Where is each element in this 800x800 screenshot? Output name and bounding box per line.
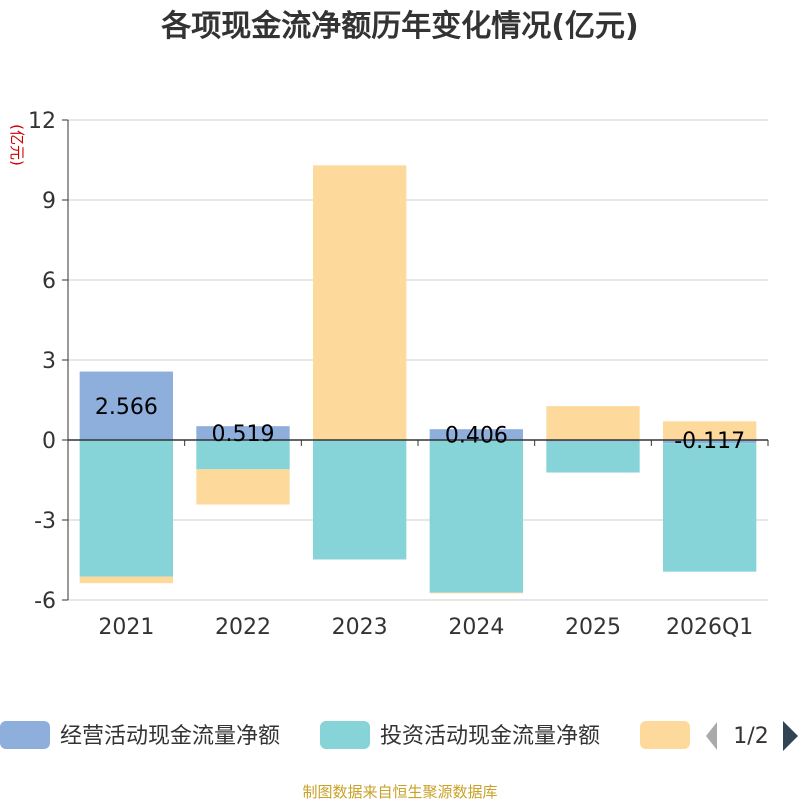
bar-2026Q1-series-2[interactable] <box>663 443 757 572</box>
bar-2026Q1-series-3[interactable] <box>663 421 757 440</box>
y-tick-labels: 12 9 6 3 0 -3 -6 <box>28 109 56 614</box>
legend-page-indicator: 1/2 <box>733 724 768 749</box>
legend-swatch[interactable] <box>640 721 690 749</box>
y-tick-label: 0 <box>42 429 56 454</box>
x-tick-label: 2024 <box>448 615 504 640</box>
bar-2021-series-3[interactable] <box>79 576 173 584</box>
legend: 经营活动现金流量净额 投资活动现金流量净额 <box>0 721 690 749</box>
bar-2022-series-2[interactable] <box>196 440 290 470</box>
bar-2024-series-1[interactable] <box>429 429 523 440</box>
y-tick-label: 9 <box>42 189 56 214</box>
bar-2021-series-1[interactable] <box>79 371 173 440</box>
legend-prev-page-icon[interactable] <box>706 722 717 750</box>
y-tick-label: 12 <box>28 109 56 134</box>
x-tick-label: 2025 <box>565 615 621 640</box>
legend-pager: 1/2 <box>706 721 798 751</box>
data-label: 0.519 <box>212 422 275 447</box>
y-axis-unit: (亿元) <box>8 124 26 166</box>
data-label: 2.566 <box>95 395 158 420</box>
bar-2026Q1-series-1[interactable] <box>663 440 757 444</box>
data-labels: 2.566 0.519 0.406 -0.117 <box>95 395 745 454</box>
bar-2025-series-1[interactable] <box>546 440 640 442</box>
chart-title: 各项现金流净额历年变化情况(亿元) <box>160 9 638 44</box>
bar-2022-series-1[interactable] <box>196 426 290 440</box>
source-note: 制图数据来自恒生聚源数据库 <box>302 783 497 800</box>
legend-next-page-icon[interactable] <box>783 721 798 751</box>
bar-2021-series-2[interactable] <box>79 440 173 577</box>
bar-2024-series-2[interactable] <box>429 440 523 593</box>
y-tick-label: 3 <box>42 349 56 374</box>
legend-label[interactable]: 经营活动现金流量净额 <box>60 724 280 749</box>
grid-lines <box>68 119 768 601</box>
x-tick-label: 2026Q1 <box>666 615 753 640</box>
data-label: 0.406 <box>445 424 508 449</box>
legend-label[interactable]: 投资活动现金流量净额 <box>380 724 600 749</box>
x-tick-label: 2022 <box>215 615 271 640</box>
data-label: -0.117 <box>674 429 745 454</box>
bars <box>79 165 757 594</box>
x-tick-label: 2021 <box>98 615 154 640</box>
bar-2025-series-3[interactable] <box>546 406 640 440</box>
bar-2025-series-2[interactable] <box>546 441 640 473</box>
x-tick-label: 2023 <box>332 615 388 640</box>
bar-2022-series-3[interactable] <box>196 469 290 505</box>
bar-2023-series-3[interactable] <box>313 165 407 441</box>
legend-swatch[interactable] <box>320 721 370 749</box>
y-tick-label: -3 <box>34 509 56 534</box>
axes <box>62 119 769 601</box>
legend-swatch[interactable] <box>0 721 50 749</box>
x-tick-labels: 2021 2022 2023 2024 2025 2026Q1 <box>98 615 753 640</box>
y-tick-label: 6 <box>42 269 56 294</box>
bar-2023-series-2[interactable] <box>313 440 407 560</box>
y-tick-label: -6 <box>34 589 56 614</box>
bar-2024-series-3[interactable] <box>429 592 523 594</box>
